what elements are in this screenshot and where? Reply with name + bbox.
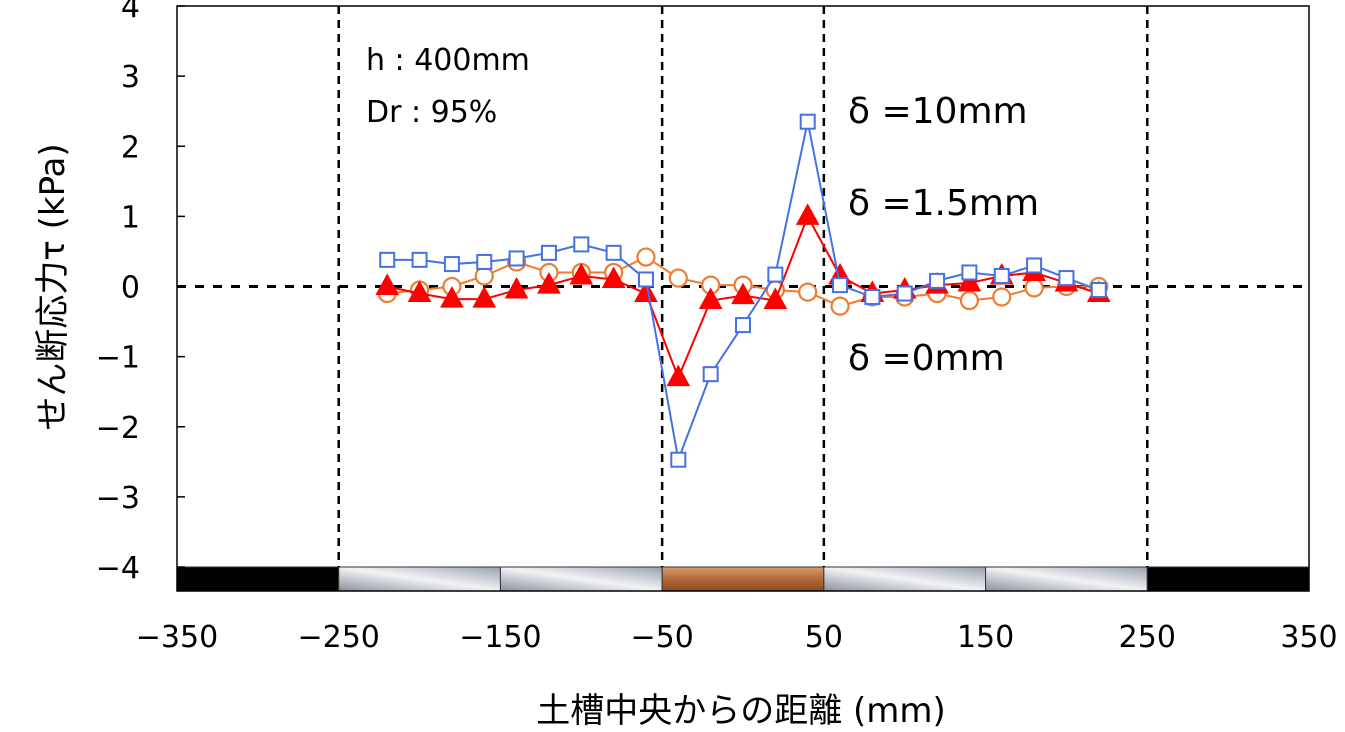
data-point [637, 271, 654, 288]
x-axis: −350 −250 −150 −50 50 150 250 350 [136, 620, 1338, 655]
x-tick-label: −350 [136, 620, 218, 655]
data-point [573, 236, 590, 253]
data-point [537, 272, 561, 294]
data-point [670, 451, 687, 468]
data-point [569, 262, 594, 285]
data-point [832, 277, 849, 294]
data-point [474, 266, 494, 286]
data-point [1058, 270, 1075, 287]
data-point [798, 282, 818, 302]
strip-segment [661, 566, 825, 592]
strip-segment [1146, 566, 1310, 592]
y-tick-label: 2 [121, 130, 140, 165]
strip-segment [338, 566, 501, 592]
data-point [795, 203, 820, 225]
annotation-delta-0: δ =0mm [848, 338, 1005, 379]
data-point [799, 113, 816, 130]
strip-segment [985, 566, 1148, 592]
x-tick-label: −250 [298, 620, 380, 655]
data-point [702, 366, 719, 383]
data-point [605, 244, 622, 261]
data-point [993, 267, 1010, 284]
data-point [731, 282, 755, 305]
strip-segment [499, 566, 663, 592]
y-tick-label: −3 [96, 481, 140, 516]
data-point [666, 364, 691, 387]
data-point [1026, 257, 1043, 274]
x-tick-label: −50 [630, 620, 693, 655]
data-point [698, 287, 723, 310]
strip-segment [176, 566, 340, 592]
x-tick-label: −150 [459, 620, 541, 655]
data-point [634, 280, 658, 303]
strip-segment [823, 566, 987, 592]
data-point [443, 256, 460, 273]
data-point [375, 273, 400, 295]
data-point [957, 269, 982, 292]
data-point [472, 286, 497, 308]
data-point [961, 264, 978, 281]
data-point [601, 266, 626, 288]
data-point [767, 266, 784, 283]
data-point [407, 280, 432, 303]
data-point [540, 244, 557, 261]
y-tick-label: 1 [121, 200, 140, 235]
y-tick-label: 0 [121, 271, 140, 306]
data-point [668, 268, 688, 288]
y-tick-label: 4 [121, 0, 140, 25]
data-point [763, 287, 788, 310]
data-point [1024, 278, 1044, 298]
data-point [896, 285, 913, 302]
data-point [504, 276, 529, 299]
annotation-delta-10: δ =10mm [848, 91, 1028, 132]
x-axis-title: 土槽中央からの距離 (mm) [536, 691, 946, 731]
annotation-h: h : 400mm [366, 43, 530, 78]
y-axis-title: せん断応力τ (kPa) [33, 143, 73, 430]
annotation-dr: Dr : 95% [366, 95, 497, 130]
bottom-strip [176, 566, 1310, 592]
data-point [476, 253, 493, 270]
data-point [735, 317, 751, 334]
data-point [636, 247, 656, 267]
y-tick-label: −1 [96, 341, 140, 376]
y-axis: 4 3 2 1 0 −1 −2 −3 −4 [96, 0, 185, 586]
x-tick-label: 150 [957, 620, 1014, 655]
data-series [375, 113, 1111, 468]
data-point [830, 296, 850, 316]
data-point [379, 251, 396, 268]
annotation-delta-1-5: δ =1.5mm [848, 183, 1039, 224]
data-point [411, 251, 428, 268]
x-tick-label: 350 [1280, 620, 1337, 655]
series-d10 [379, 113, 1107, 468]
x-tick-label: 250 [1119, 620, 1176, 655]
data-point [440, 286, 464, 308]
data-point [508, 250, 525, 267]
data-point [992, 287, 1012, 307]
y-tick-label: −2 [96, 411, 140, 446]
y-tick-label: 3 [121, 60, 140, 95]
data-point [1090, 282, 1107, 299]
x-tick-label: 50 [805, 620, 843, 655]
data-point [864, 289, 881, 306]
data-point [959, 290, 980, 311]
y-tick-label: −4 [96, 551, 140, 586]
data-point [929, 272, 946, 289]
plot-frame [176, 5, 1310, 592]
